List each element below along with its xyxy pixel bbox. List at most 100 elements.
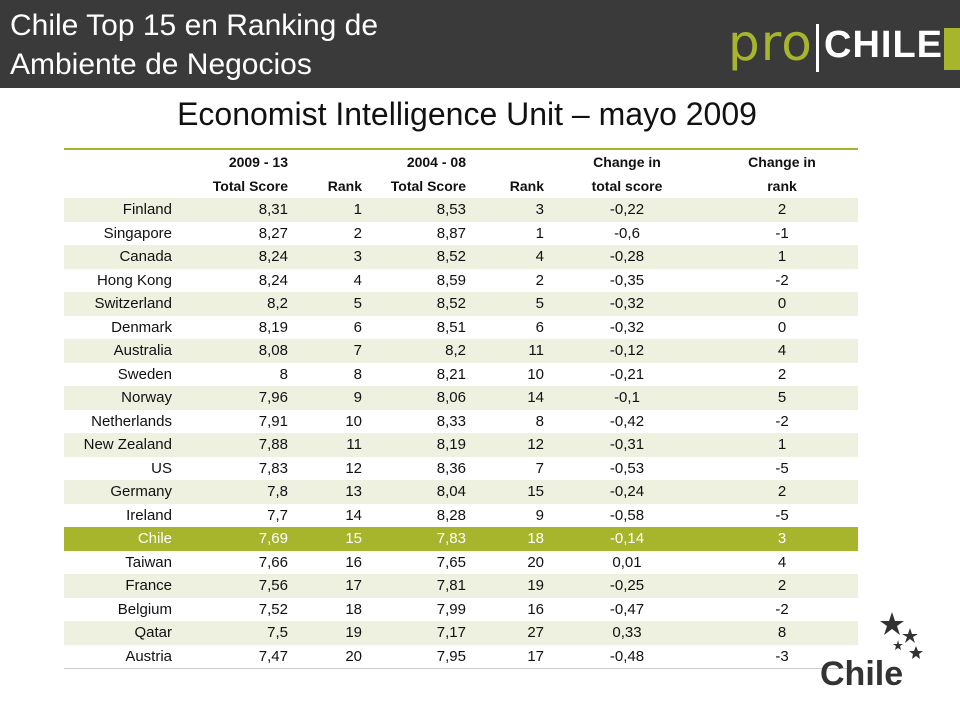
slide-subtitle: Economist Intelligence Unit – mayo 2009 bbox=[177, 96, 757, 132]
cell-rank-2004: 18 bbox=[470, 527, 548, 551]
header-line: Total Score bbox=[390, 178, 466, 194]
header-line: Rank bbox=[327, 178, 362, 194]
cell-country: Belgium bbox=[117, 600, 172, 618]
ranking-table: 2009 - 13 Total Score Rank 2004 - 08 Tot… bbox=[64, 148, 858, 669]
cell-change-score: -0,47 bbox=[609, 600, 645, 618]
cell-change-score: 0,01 bbox=[612, 553, 642, 571]
cell-rank-2004: 27 bbox=[470, 621, 548, 645]
cell-score-2009: 8,27 bbox=[258, 224, 288, 242]
cell-country: Singapore bbox=[103, 224, 172, 242]
cell-change-rank: 2 bbox=[777, 365, 787, 383]
cell-score-2004: 8,52 bbox=[366, 292, 470, 316]
header-line: rank bbox=[767, 178, 797, 194]
cell-change-score: -0,31 bbox=[548, 433, 706, 457]
cell-change-score: -0,12 bbox=[548, 339, 706, 363]
table-row: Switzerland 8,2 5 8,52 5 -0,32 0 bbox=[64, 292, 858, 316]
cell-change-score: -0,25 bbox=[548, 574, 706, 598]
cell-rank-2009: 14 bbox=[345, 506, 362, 524]
cell-change-score: -0,28 bbox=[548, 245, 706, 269]
table-header-row: 2009 - 13 Total Score Rank 2004 - 08 Tot… bbox=[64, 149, 858, 198]
cell-rank-2004: 14 bbox=[470, 386, 548, 410]
cell-score-2009: 8 bbox=[279, 365, 288, 383]
cell-country: Taiwan bbox=[125, 553, 172, 571]
cell-rank-2004: 16 bbox=[527, 600, 544, 618]
slide-title-line-1: Chile Top 15 en Ranking de bbox=[10, 9, 379, 42]
cell-change-rank: 3 bbox=[706, 527, 858, 551]
cell-change-rank: 1 bbox=[706, 245, 858, 269]
cell-country: Switzerland bbox=[64, 292, 176, 316]
header-change-score: Change in total score bbox=[548, 149, 706, 198]
cell-change-score: -0,32 bbox=[609, 318, 645, 336]
cell-rank-2004: 9 bbox=[535, 506, 544, 524]
cell-change-score: -0,21 bbox=[609, 365, 645, 383]
cell-score-2004: 8,2 bbox=[366, 339, 470, 363]
cell-rank-2009: 18 bbox=[345, 600, 362, 618]
cell-rank-2009: 15 bbox=[292, 527, 366, 551]
logo-chile-text: CHILE bbox=[824, 24, 943, 66]
cell-rank-2009: 20 bbox=[292, 644, 366, 669]
cell-change-score: -0,22 bbox=[548, 198, 706, 222]
cell-change-score: -0,1 bbox=[548, 386, 706, 410]
cell-score-2004: 8,21 bbox=[436, 365, 466, 383]
table-row: New Zealand 7,88 11 8,19 12 -0,31 1 bbox=[64, 433, 858, 457]
table-row: Australia 8,08 7 8,2 11 -0,12 4 bbox=[64, 339, 858, 363]
cell-change-rank: -5 bbox=[775, 506, 789, 524]
cell-country: Chile bbox=[64, 527, 176, 551]
cell-score-2004: 7,17 bbox=[366, 621, 470, 645]
cell-change-rank: 5 bbox=[706, 386, 858, 410]
cell-score-2009: 7,83 bbox=[258, 459, 288, 477]
table-row: Sweden 8 8 8,21 10 -0,21 2 bbox=[64, 363, 858, 387]
cell-rank-2004: 5 bbox=[470, 292, 548, 316]
cell-rank-2004: 15 bbox=[470, 480, 548, 504]
chile-wordmark: Chile bbox=[820, 655, 903, 690]
cell-rank-2004: 3 bbox=[470, 198, 548, 222]
cell-score-2009: 7,91 bbox=[258, 412, 288, 430]
cell-change-score: -0,35 bbox=[609, 271, 645, 289]
cell-rank-2009: 12 bbox=[345, 459, 362, 477]
cell-country: Germany bbox=[64, 480, 176, 504]
cell-score-2009: 7,56 bbox=[176, 574, 292, 598]
slide-title-line-2: Ambiente de Negocios bbox=[10, 48, 312, 81]
cell-rank-2004: 10 bbox=[527, 365, 544, 383]
cell-rank-2009: 5 bbox=[292, 292, 366, 316]
cell-rank-2009: 4 bbox=[353, 271, 362, 289]
cell-change-score: -0,58 bbox=[609, 506, 645, 524]
cell-country: Qatar bbox=[64, 621, 176, 645]
cell-score-2004: 8,33 bbox=[436, 412, 466, 430]
cell-rank-2009: 10 bbox=[345, 412, 362, 430]
cell-change-rank: 2 bbox=[706, 574, 858, 598]
header-line: 2004 - 08 bbox=[406, 154, 466, 170]
cell-country: Norway bbox=[64, 386, 176, 410]
cell-country: Finland bbox=[64, 198, 176, 222]
cell-rank-2004: 2 bbox=[535, 271, 544, 289]
cell-change-rank: -2 bbox=[775, 271, 789, 289]
header-line: Rank bbox=[509, 178, 544, 194]
prochile-logo: pro CHILE bbox=[728, 14, 960, 74]
header-line: Change in bbox=[748, 154, 816, 170]
cell-change-score: -0,6 bbox=[614, 224, 640, 242]
cell-country: France bbox=[64, 574, 176, 598]
header-rank-2004: Rank bbox=[470, 149, 548, 198]
table-row: Canada 8,24 3 8,52 4 -0,28 1 bbox=[64, 245, 858, 269]
cell-country: Austria bbox=[64, 644, 176, 669]
cell-score-2004: 7,83 bbox=[366, 527, 470, 551]
cell-score-2009: 7,5 bbox=[176, 621, 292, 645]
cell-rank-2004: 6 bbox=[535, 318, 544, 336]
cell-change-score: -0,24 bbox=[548, 480, 706, 504]
cell-score-2004: 8,53 bbox=[366, 198, 470, 222]
cell-change-score: -0,14 bbox=[548, 527, 706, 551]
cell-score-2004: 8,04 bbox=[366, 480, 470, 504]
cell-change-rank: -2 bbox=[775, 600, 789, 618]
table-body: Finland 8,31 1 8,53 3 -0,22 2 Singapore 8,27 2 8,8… bbox=[64, 198, 858, 669]
slide-title: Chile Top 15 en Ranking de Ambiente de N… bbox=[10, 6, 450, 84]
table-row: Finland 8,31 1 8,53 3 -0,22 2 bbox=[64, 198, 858, 222]
table-row: Chile 7,69 15 7,83 18 -0,14 3 bbox=[64, 527, 858, 551]
cell-score-2004: 8,19 bbox=[366, 433, 470, 457]
cell-country: Netherlands bbox=[91, 412, 172, 430]
cell-change-rank: -2 bbox=[775, 412, 789, 430]
cell-country: New Zealand bbox=[64, 433, 176, 457]
cell-rank-2009: 13 bbox=[292, 480, 366, 504]
cell-score-2009: 7,47 bbox=[176, 644, 292, 669]
cell-rank-2004: 1 bbox=[535, 224, 544, 242]
header-change-rank: Change in rank bbox=[706, 149, 858, 198]
